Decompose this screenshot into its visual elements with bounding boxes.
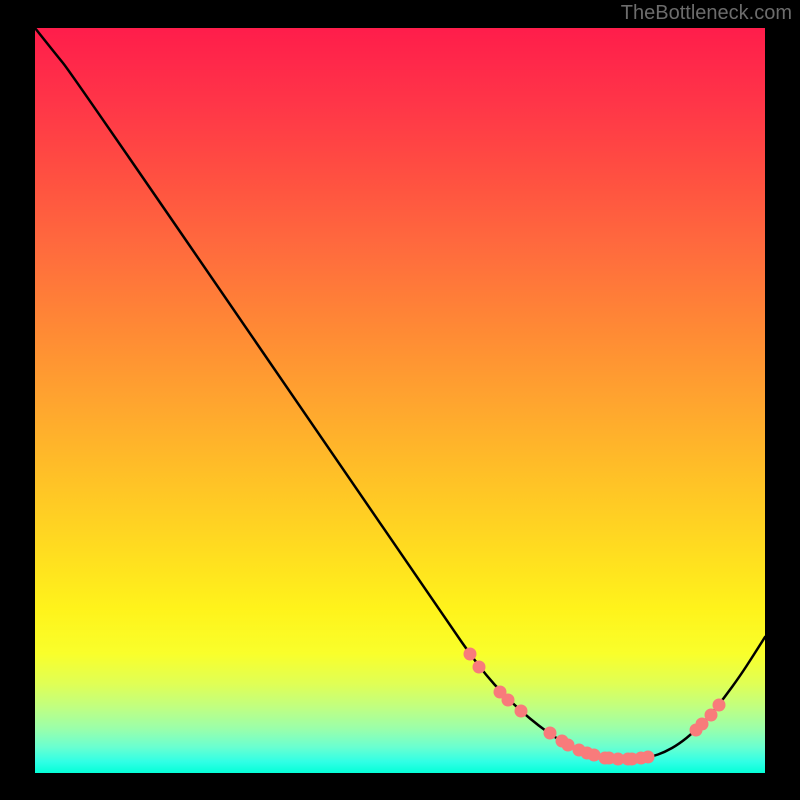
data-marker [544,727,557,740]
data-marker [642,751,655,764]
curve-layer [35,28,765,773]
watermark: TheBottleneck.com [621,2,792,25]
data-marker [515,705,528,718]
chart-canvas: TheBottleneck.com [0,0,800,800]
plot-area [35,28,765,773]
data-marker [588,749,601,762]
data-marker [464,648,477,661]
watermark-text: TheBottleneck.com [621,2,792,24]
data-marker [713,699,726,712]
data-marker [473,661,486,674]
bottleneck-curve [35,28,765,760]
data-markers [464,648,726,766]
data-marker [502,694,515,707]
